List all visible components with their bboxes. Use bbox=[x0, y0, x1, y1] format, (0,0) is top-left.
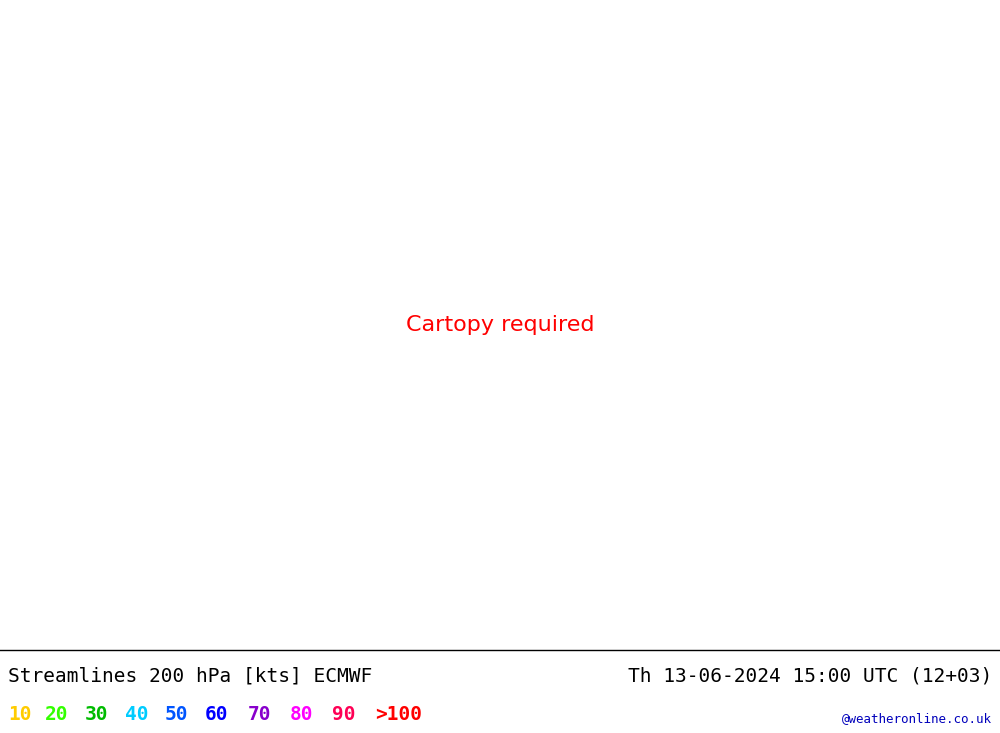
Text: Cartopy required: Cartopy required bbox=[406, 315, 594, 335]
Text: Th 13-06-2024 15:00 UTC (12+03): Th 13-06-2024 15:00 UTC (12+03) bbox=[628, 666, 992, 685]
Text: @weatheronline.co.uk: @weatheronline.co.uk bbox=[842, 712, 992, 724]
Text: >100: >100 bbox=[375, 705, 422, 724]
Text: 90: 90 bbox=[332, 705, 356, 724]
Text: 40: 40 bbox=[125, 705, 148, 724]
Text: 80: 80 bbox=[290, 705, 314, 724]
Text: 70: 70 bbox=[248, 705, 272, 724]
Text: 30: 30 bbox=[85, 705, 108, 724]
Text: 10: 10 bbox=[8, 705, 32, 724]
Text: 50: 50 bbox=[165, 705, 188, 724]
Text: 60: 60 bbox=[205, 705, 228, 724]
Text: 20: 20 bbox=[45, 705, 68, 724]
Text: Streamlines 200 hPa [kts] ECMWF: Streamlines 200 hPa [kts] ECMWF bbox=[8, 666, 372, 685]
